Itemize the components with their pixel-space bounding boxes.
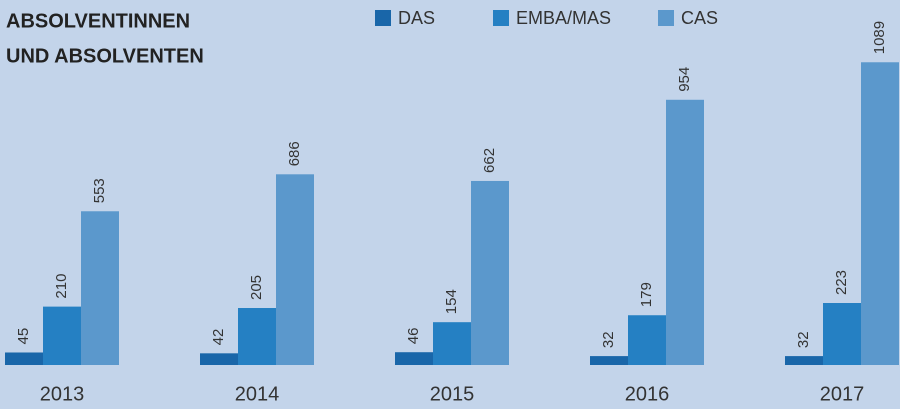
bar (5, 352, 43, 365)
bar (238, 308, 276, 365)
legend-swatch (375, 10, 391, 26)
data-label: 42 (210, 329, 227, 346)
data-label: 686 (286, 141, 303, 166)
legend-label: CAS (681, 8, 718, 28)
bar (471, 180, 509, 365)
bar (666, 99, 704, 366)
bar (628, 315, 666, 365)
bar (81, 211, 119, 365)
chart-title: UND ABSOLVENTEN (6, 45, 204, 67)
data-label: 154 (443, 289, 460, 314)
legend-swatch (493, 10, 509, 26)
bar (823, 303, 861, 365)
data-label: 46 (405, 328, 422, 345)
data-label: 210 (53, 274, 70, 299)
bar (276, 174, 314, 365)
x-tick-label: 2017 (820, 383, 865, 405)
bar (433, 322, 471, 365)
data-label: 223 (833, 270, 850, 295)
data-label: 32 (600, 331, 617, 348)
bar (785, 356, 823, 365)
data-label: 662 (481, 148, 498, 173)
legend-label: DAS (398, 8, 435, 28)
bar (861, 62, 899, 366)
data-label: 179 (638, 282, 655, 307)
bar (43, 306, 81, 365)
data-label: 32 (795, 331, 812, 348)
legend-label: EMBA/MAS (516, 8, 611, 28)
data-label: 1089 (871, 21, 888, 54)
x-tick-label: 2014 (235, 383, 280, 405)
x-tick-label: 2013 (40, 383, 85, 405)
bar (395, 352, 433, 365)
bar (200, 353, 238, 365)
x-tick-label: 2015 (430, 383, 475, 405)
data-label: 553 (91, 178, 108, 203)
data-label: 45 (15, 328, 32, 345)
bar (590, 356, 628, 365)
x-tick-label: 2016 (625, 383, 670, 405)
legend-swatch (658, 10, 674, 26)
data-label: 954 (676, 67, 693, 92)
data-label: 205 (248, 275, 265, 300)
chart-title: ABSOLVENTINNEN (6, 10, 190, 32)
